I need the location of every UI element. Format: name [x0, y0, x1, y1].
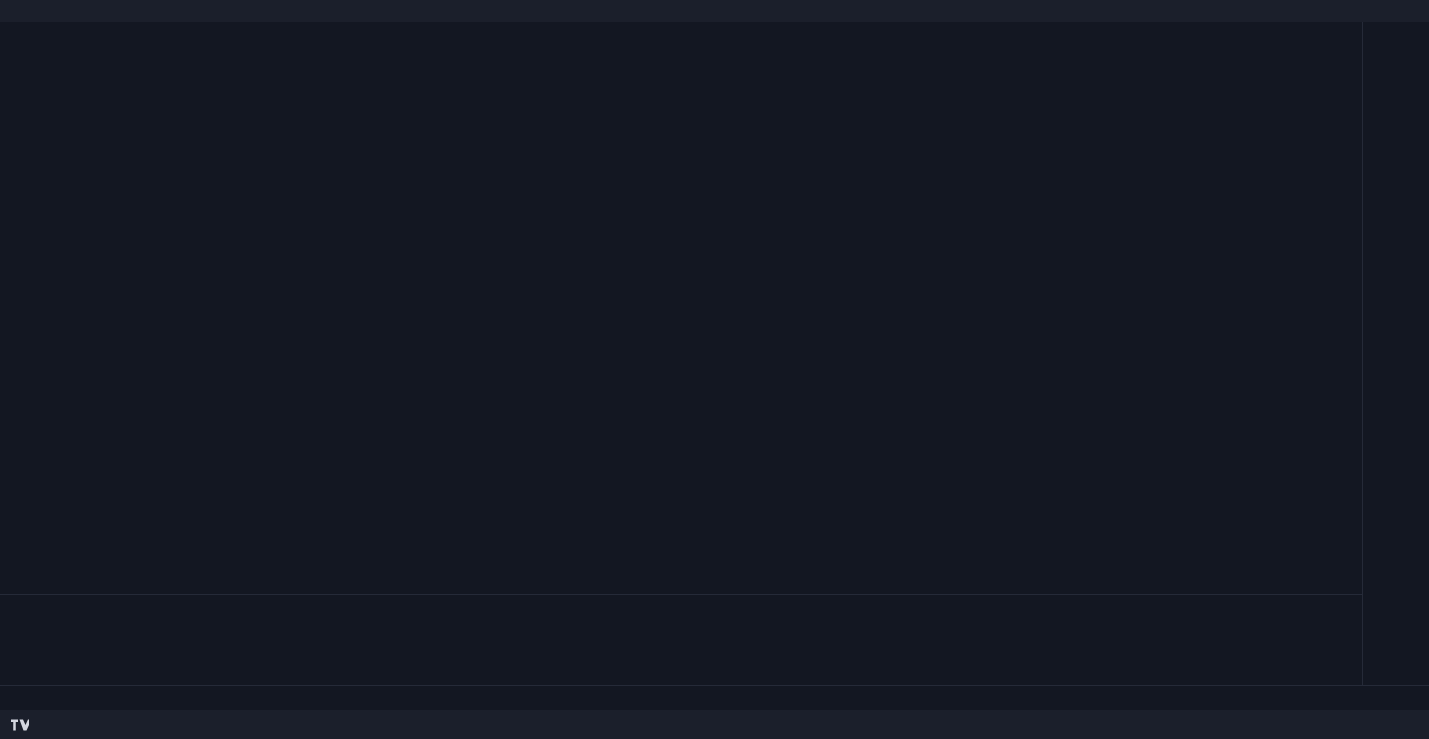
publisher-bar [0, 0, 1429, 22]
rsi-chart-svg [0, 597, 1362, 685]
price-axis[interactable] [1362, 22, 1429, 685]
tradingview-mark-icon [11, 719, 29, 730]
tradingview-logo[interactable] [11, 719, 35, 731]
pane-separator [0, 594, 1362, 595]
rsi-pane[interactable] [0, 597, 1362, 685]
time-axis[interactable] [0, 685, 1429, 710]
chart-legend [11, 29, 47, 45]
price-chart-svg [0, 46, 1362, 594]
bottom-bar [0, 710, 1429, 739]
price-pane[interactable] [0, 46, 1362, 594]
